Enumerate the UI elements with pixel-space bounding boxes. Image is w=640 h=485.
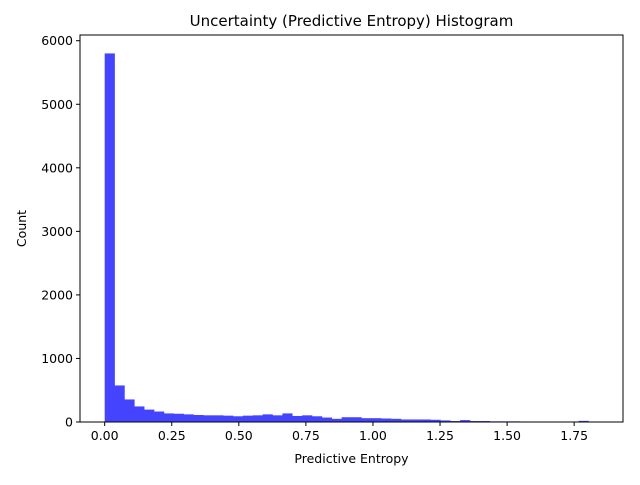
- histogram-bar: [243, 416, 253, 422]
- x-tick-label: 1.00: [359, 428, 387, 443]
- histogram-bar: [371, 418, 381, 422]
- y-tick-label: 6000: [41, 33, 73, 48]
- histogram-bar: [273, 415, 283, 422]
- x-tick-label: 1.25: [426, 428, 454, 443]
- x-axis-label: Predictive Entropy: [294, 451, 409, 466]
- x-tick-label: 1.50: [493, 428, 521, 443]
- histogram-bar: [381, 419, 391, 422]
- plot-frame: [80, 35, 623, 422]
- histogram-bar: [361, 418, 371, 422]
- histogram-bar: [253, 415, 263, 422]
- histogram-bar: [342, 417, 352, 422]
- x-tick-label: 0.75: [292, 428, 320, 443]
- histogram-bar: [144, 410, 154, 422]
- histogram-bar: [213, 415, 223, 422]
- x-tick-label: 0.50: [225, 428, 253, 443]
- histogram-bar: [312, 416, 322, 422]
- y-tick-label: 3000: [41, 224, 73, 239]
- y-axis: 0 1000 2000 3000 4000 5000 6000: [41, 33, 80, 429]
- histogram-bar: [194, 415, 204, 422]
- histogram-bar: [164, 413, 174, 422]
- histogram-bar: [105, 53, 115, 422]
- histogram-bar: [352, 417, 362, 422]
- y-tick-label: 5000: [41, 97, 73, 112]
- histogram-bar: [115, 385, 125, 422]
- bars: [105, 53, 599, 422]
- histogram-bar: [184, 414, 194, 422]
- histogram-bar: [302, 415, 312, 422]
- histogram-bar: [233, 416, 243, 422]
- chart-title: Uncertainty (Predictive Entropy) Histogr…: [190, 12, 514, 30]
- y-tick-label: 4000: [41, 160, 73, 175]
- histogram-bar: [203, 415, 213, 422]
- histogram-bar: [263, 414, 273, 422]
- histogram-bar: [154, 412, 164, 422]
- y-tick-label: 1000: [41, 351, 73, 366]
- histogram-bar: [282, 413, 292, 422]
- x-axis: 0.00 0.25 0.50 0.75 1.00 1.25 1.50 1.75: [91, 422, 588, 443]
- histogram-bar: [174, 414, 184, 422]
- y-axis-label: Count: [14, 210, 29, 247]
- histogram-bar: [322, 418, 332, 422]
- y-tick-label: 0: [65, 415, 73, 430]
- x-tick-label: 0.00: [91, 428, 119, 443]
- histogram-bar: [292, 416, 302, 422]
- x-tick-label: 1.75: [560, 428, 588, 443]
- histogram-bar: [134, 406, 144, 422]
- x-tick-label: 0.25: [158, 428, 186, 443]
- histogram-bar: [223, 416, 233, 422]
- histogram-bar: [124, 399, 134, 422]
- y-tick-label: 2000: [41, 287, 73, 302]
